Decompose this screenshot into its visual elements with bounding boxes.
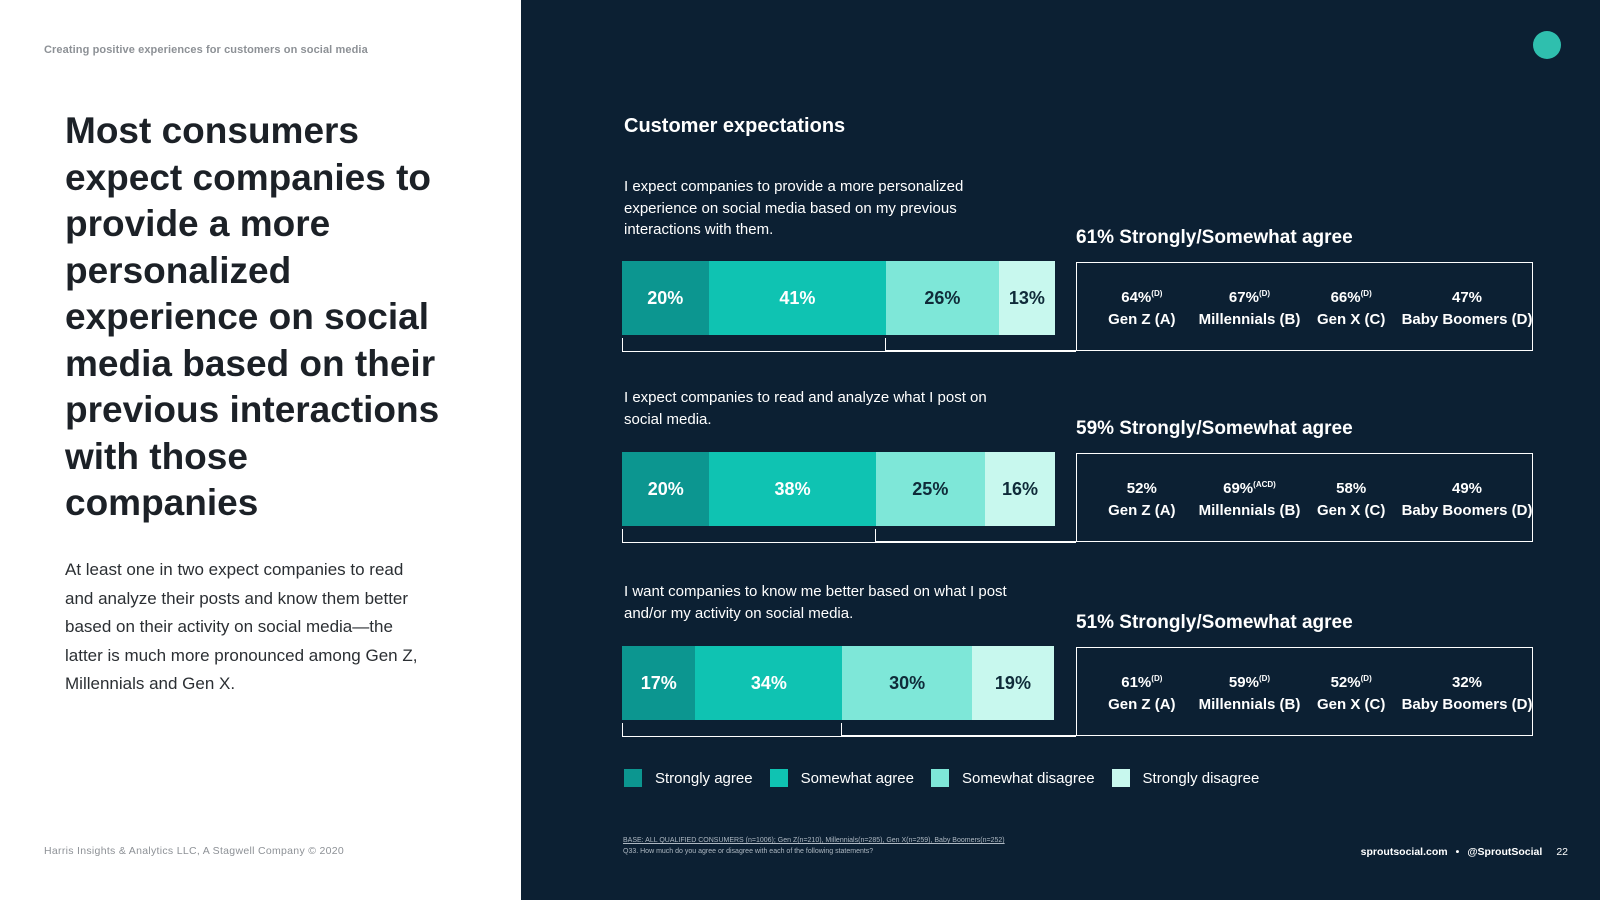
copyright-footer: Harris Insights & Analytics LLC, A Stagw…: [44, 845, 345, 857]
agree-bracket-3: [622, 723, 843, 737]
statement-1: I expect companies to provide a more per…: [624, 178, 964, 238]
chart-legend: Strongly agree Somewhat agree Somewhat d…: [624, 769, 1276, 787]
footer-site-link[interactable]: sproutsocial.com: [1360, 846, 1448, 858]
gen-x-stat: 52%(D) Gen X (C): [1316, 673, 1386, 713]
page-number: 22: [1556, 846, 1568, 858]
section-kicker: Creating positive experiences for custom…: [44, 44, 368, 56]
legend-strongly-disagree: Strongly disagree: [1111, 769, 1259, 787]
generation-box-3: 61%(D) Gen Z (A) 59%(D) Millennials (B) 52…: [1076, 647, 1533, 736]
millennials-stat: 67%(D) Millennials (B): [1198, 288, 1301, 328]
statement-3: I want companies to know me better based…: [624, 583, 1007, 622]
chart-title: Customer expectations: [624, 115, 846, 137]
agree-summary-2: 59% Strongly/Somewhat agree: [1076, 418, 1353, 439]
stacked-bar-1: 20% 41% 26% 13%: [622, 261, 1055, 335]
millennials-stat: 69%(ACD) Millennials (B): [1198, 479, 1301, 519]
generation-box-2: 52% Gen Z (A) 69%(ACD) Millennials (B) 58%…: [1076, 453, 1533, 542]
legend-strongly-agree: Strongly agree: [624, 769, 753, 787]
swatch-strongly-agree: [624, 769, 642, 787]
bar-segment-strongly-disagree: 19%: [971, 646, 1054, 720]
bar-segment-somewhat-agree: 41%: [708, 261, 887, 335]
stacked-bar-3: 17% 34% 30% 19%: [622, 646, 1054, 720]
left-panel: Creating positive experiences for custom…: [0, 0, 521, 900]
swatch-somewhat-disagree: [930, 769, 949, 787]
bar-segment-strongly-disagree: 16%: [984, 452, 1055, 526]
bar-segment-somewhat-agree: 34%: [695, 646, 843, 720]
footer-separator: •: [1455, 846, 1460, 858]
swatch-somewhat-agree: [769, 769, 788, 787]
gen-x-stat: 58% Gen X (C): [1316, 479, 1386, 519]
legend-somewhat-disagree: Somewhat disagree: [930, 769, 1095, 787]
agree-summary-3: 51% Strongly/Somewhat agree: [1076, 612, 1353, 633]
question-note: Q33. How much do you agree or disagree w…: [623, 848, 874, 855]
baby-boomers-stat: 49% Baby Boomers (D): [1401, 479, 1533, 519]
bar-segment-strongly-agree: 20%: [622, 452, 710, 526]
bar-segment-strongly-agree: 20%: [622, 261, 709, 335]
stacked-bar-2: 20% 38% 25% 16%: [622, 452, 1055, 526]
gen-z-stat: 64%(D) Gen Z (A): [1108, 288, 1176, 328]
gen-z-stat: 61%(D) Gen Z (A): [1108, 673, 1176, 713]
agree-summary-1: 61% Strongly/Somewhat agree: [1076, 227, 1353, 248]
bracket-connector-1: [886, 350, 1076, 352]
bar-segment-somewhat-agree: 38%: [709, 452, 876, 526]
agree-bracket-1: [622, 338, 887, 352]
legend-somewhat-agree: Somewhat agree: [769, 769, 914, 787]
bracket-connector-2: [875, 541, 1076, 543]
bar-segment-somewhat-disagree: 26%: [886, 261, 999, 335]
baby-boomers-stat: 47% Baby Boomers (D): [1401, 288, 1533, 328]
bar-segment-strongly-agree: 17%: [622, 646, 696, 720]
footer-right: sproutsocial.com • @SproutSocial 22: [1353, 846, 1568, 858]
bar-segment-somewhat-disagree: 30%: [842, 646, 972, 720]
base-note: BASE: ALL QUALIFIED CONSUMERS (n=1006); …: [623, 837, 1005, 844]
chart-panel: [521, 0, 1600, 900]
baby-boomers-stat: 32% Baby Boomers (D): [1401, 673, 1533, 713]
bar-segment-somewhat-disagree: 25%: [875, 452, 985, 526]
generation-box-1: 64%(D) Gen Z (A) 67%(D) Millennials (B) 66…: [1076, 262, 1533, 351]
bar-segment-strongly-disagree: 13%: [998, 261, 1055, 335]
gen-x-stat: 66%(D) Gen X (C): [1316, 288, 1386, 328]
statement-2: I expect companies to read and analyze w…: [624, 389, 987, 428]
bracket-connector-3: [842, 735, 1076, 737]
page-headline: Most consumers expect companies to provi…: [65, 110, 440, 523]
swatch-strongly-disagree: [1111, 769, 1130, 787]
gen-z-stat: 52% Gen Z (A): [1108, 479, 1176, 519]
page-body-text: At least one in two expect companies to …: [65, 560, 418, 693]
agree-bracket-2: [622, 529, 876, 543]
accent-dot-icon: [1533, 31, 1561, 59]
footer-handle-link[interactable]: @SproutSocial: [1467, 846, 1543, 858]
millennials-stat: 59%(D) Millennials (B): [1198, 673, 1301, 713]
